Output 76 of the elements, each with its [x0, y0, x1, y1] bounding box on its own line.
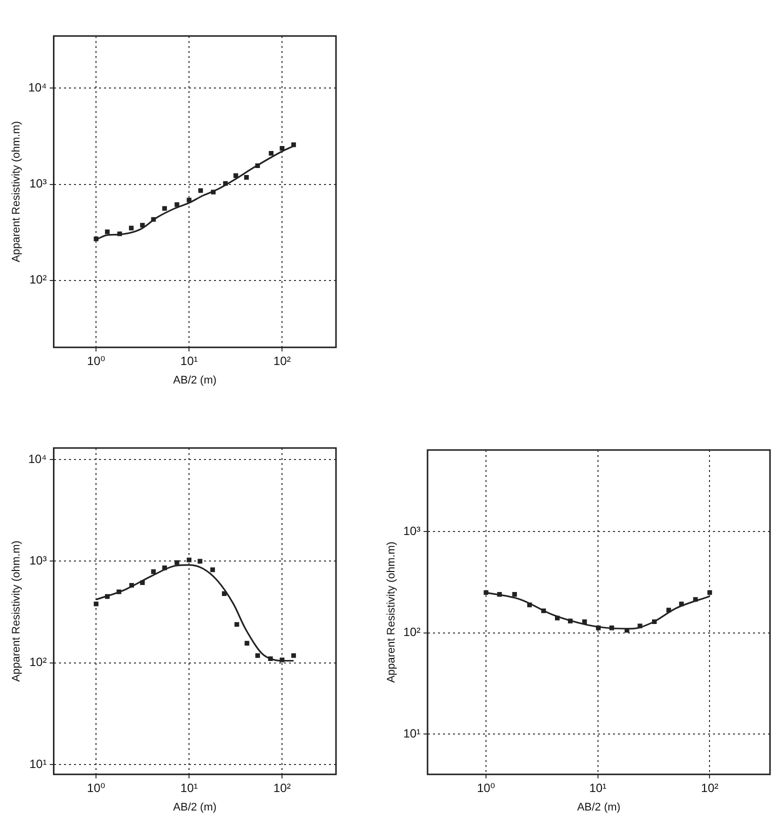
- y-tick-label: 10¹: [403, 726, 421, 740]
- y-tick-label: 10²: [403, 625, 421, 640]
- point: [291, 142, 296, 148]
- point: [512, 592, 517, 597]
- point: [679, 602, 684, 606]
- y-tick-label: 10¹: [29, 756, 47, 771]
- point: [151, 569, 156, 574]
- point: [210, 567, 215, 572]
- point: [198, 558, 202, 564]
- y-tick-label: 10⁴: [28, 452, 47, 466]
- x-axis-title: AB/2 (m): [173, 801, 217, 814]
- point: [94, 236, 98, 242]
- point: [222, 591, 227, 596]
- point: [210, 190, 216, 194]
- point: [162, 566, 167, 570]
- point: [609, 626, 614, 630]
- y-axis-title: Apparent Resistivity (ohm.m): [10, 540, 23, 682]
- point: [568, 618, 573, 624]
- point: [94, 602, 98, 606]
- y-tick-label: 10³: [29, 554, 47, 568]
- y-tick-label: 10²: [29, 655, 47, 670]
- point: [129, 582, 134, 588]
- point: [117, 231, 122, 236]
- point: [128, 226, 134, 230]
- point: [140, 222, 145, 228]
- point: [255, 163, 260, 168]
- point: [707, 590, 712, 595]
- point: [280, 146, 284, 151]
- point: [234, 622, 240, 627]
- point: [268, 656, 273, 662]
- x-tick-label: 10¹: [589, 780, 607, 795]
- x-tick-label: 10²: [273, 354, 291, 368]
- point: [244, 175, 249, 180]
- y-tick-label: 10³: [403, 524, 421, 538]
- x-axis-title: AB/2 (m): [577, 801, 620, 814]
- x-tick-label: 10⁰: [87, 780, 106, 795]
- y-axis-title: Apparent Resistivity (ohm.m): [10, 121, 23, 262]
- point: [186, 558, 192, 562]
- point: [527, 602, 532, 608]
- point: [198, 188, 203, 193]
- point: [268, 150, 274, 156]
- point: [484, 590, 488, 595]
- point: [233, 173, 238, 178]
- point: [596, 626, 601, 630]
- point: [186, 198, 192, 202]
- point: [116, 590, 122, 594]
- x-tick-label: 10²: [701, 780, 718, 795]
- point: [244, 640, 250, 646]
- point: [174, 560, 180, 565]
- point: [638, 624, 642, 628]
- point: [497, 592, 502, 597]
- y-axis-title: Apparent Resistivity (ohm.m): [386, 542, 398, 683]
- y-tick-label: 10³: [29, 176, 47, 191]
- point: [140, 580, 145, 586]
- point: [104, 594, 110, 599]
- point: [666, 608, 672, 612]
- x-tick-label: 10¹: [180, 780, 198, 795]
- point: [554, 616, 560, 620]
- point: [541, 608, 546, 614]
- point: [582, 619, 587, 624]
- point: [280, 658, 284, 662]
- x-axis-title: AB/2 (m): [173, 374, 217, 386]
- y-tick-label: 10²: [29, 272, 47, 287]
- point: [255, 653, 260, 658]
- point: [693, 597, 698, 602]
- point: [291, 653, 296, 658]
- x-tick-label: 10⁰: [87, 354, 106, 368]
- x-tick-label: 10¹: [180, 354, 198, 368]
- point: [174, 202, 180, 207]
- y-tick-label: 10⁴: [28, 80, 47, 95]
- point: [162, 206, 167, 211]
- point: [104, 229, 110, 234]
- point: [151, 217, 156, 222]
- point: [652, 619, 657, 624]
- x-tick-label: 10²: [273, 780, 291, 795]
- x-tick-label: 10⁰: [476, 780, 496, 795]
